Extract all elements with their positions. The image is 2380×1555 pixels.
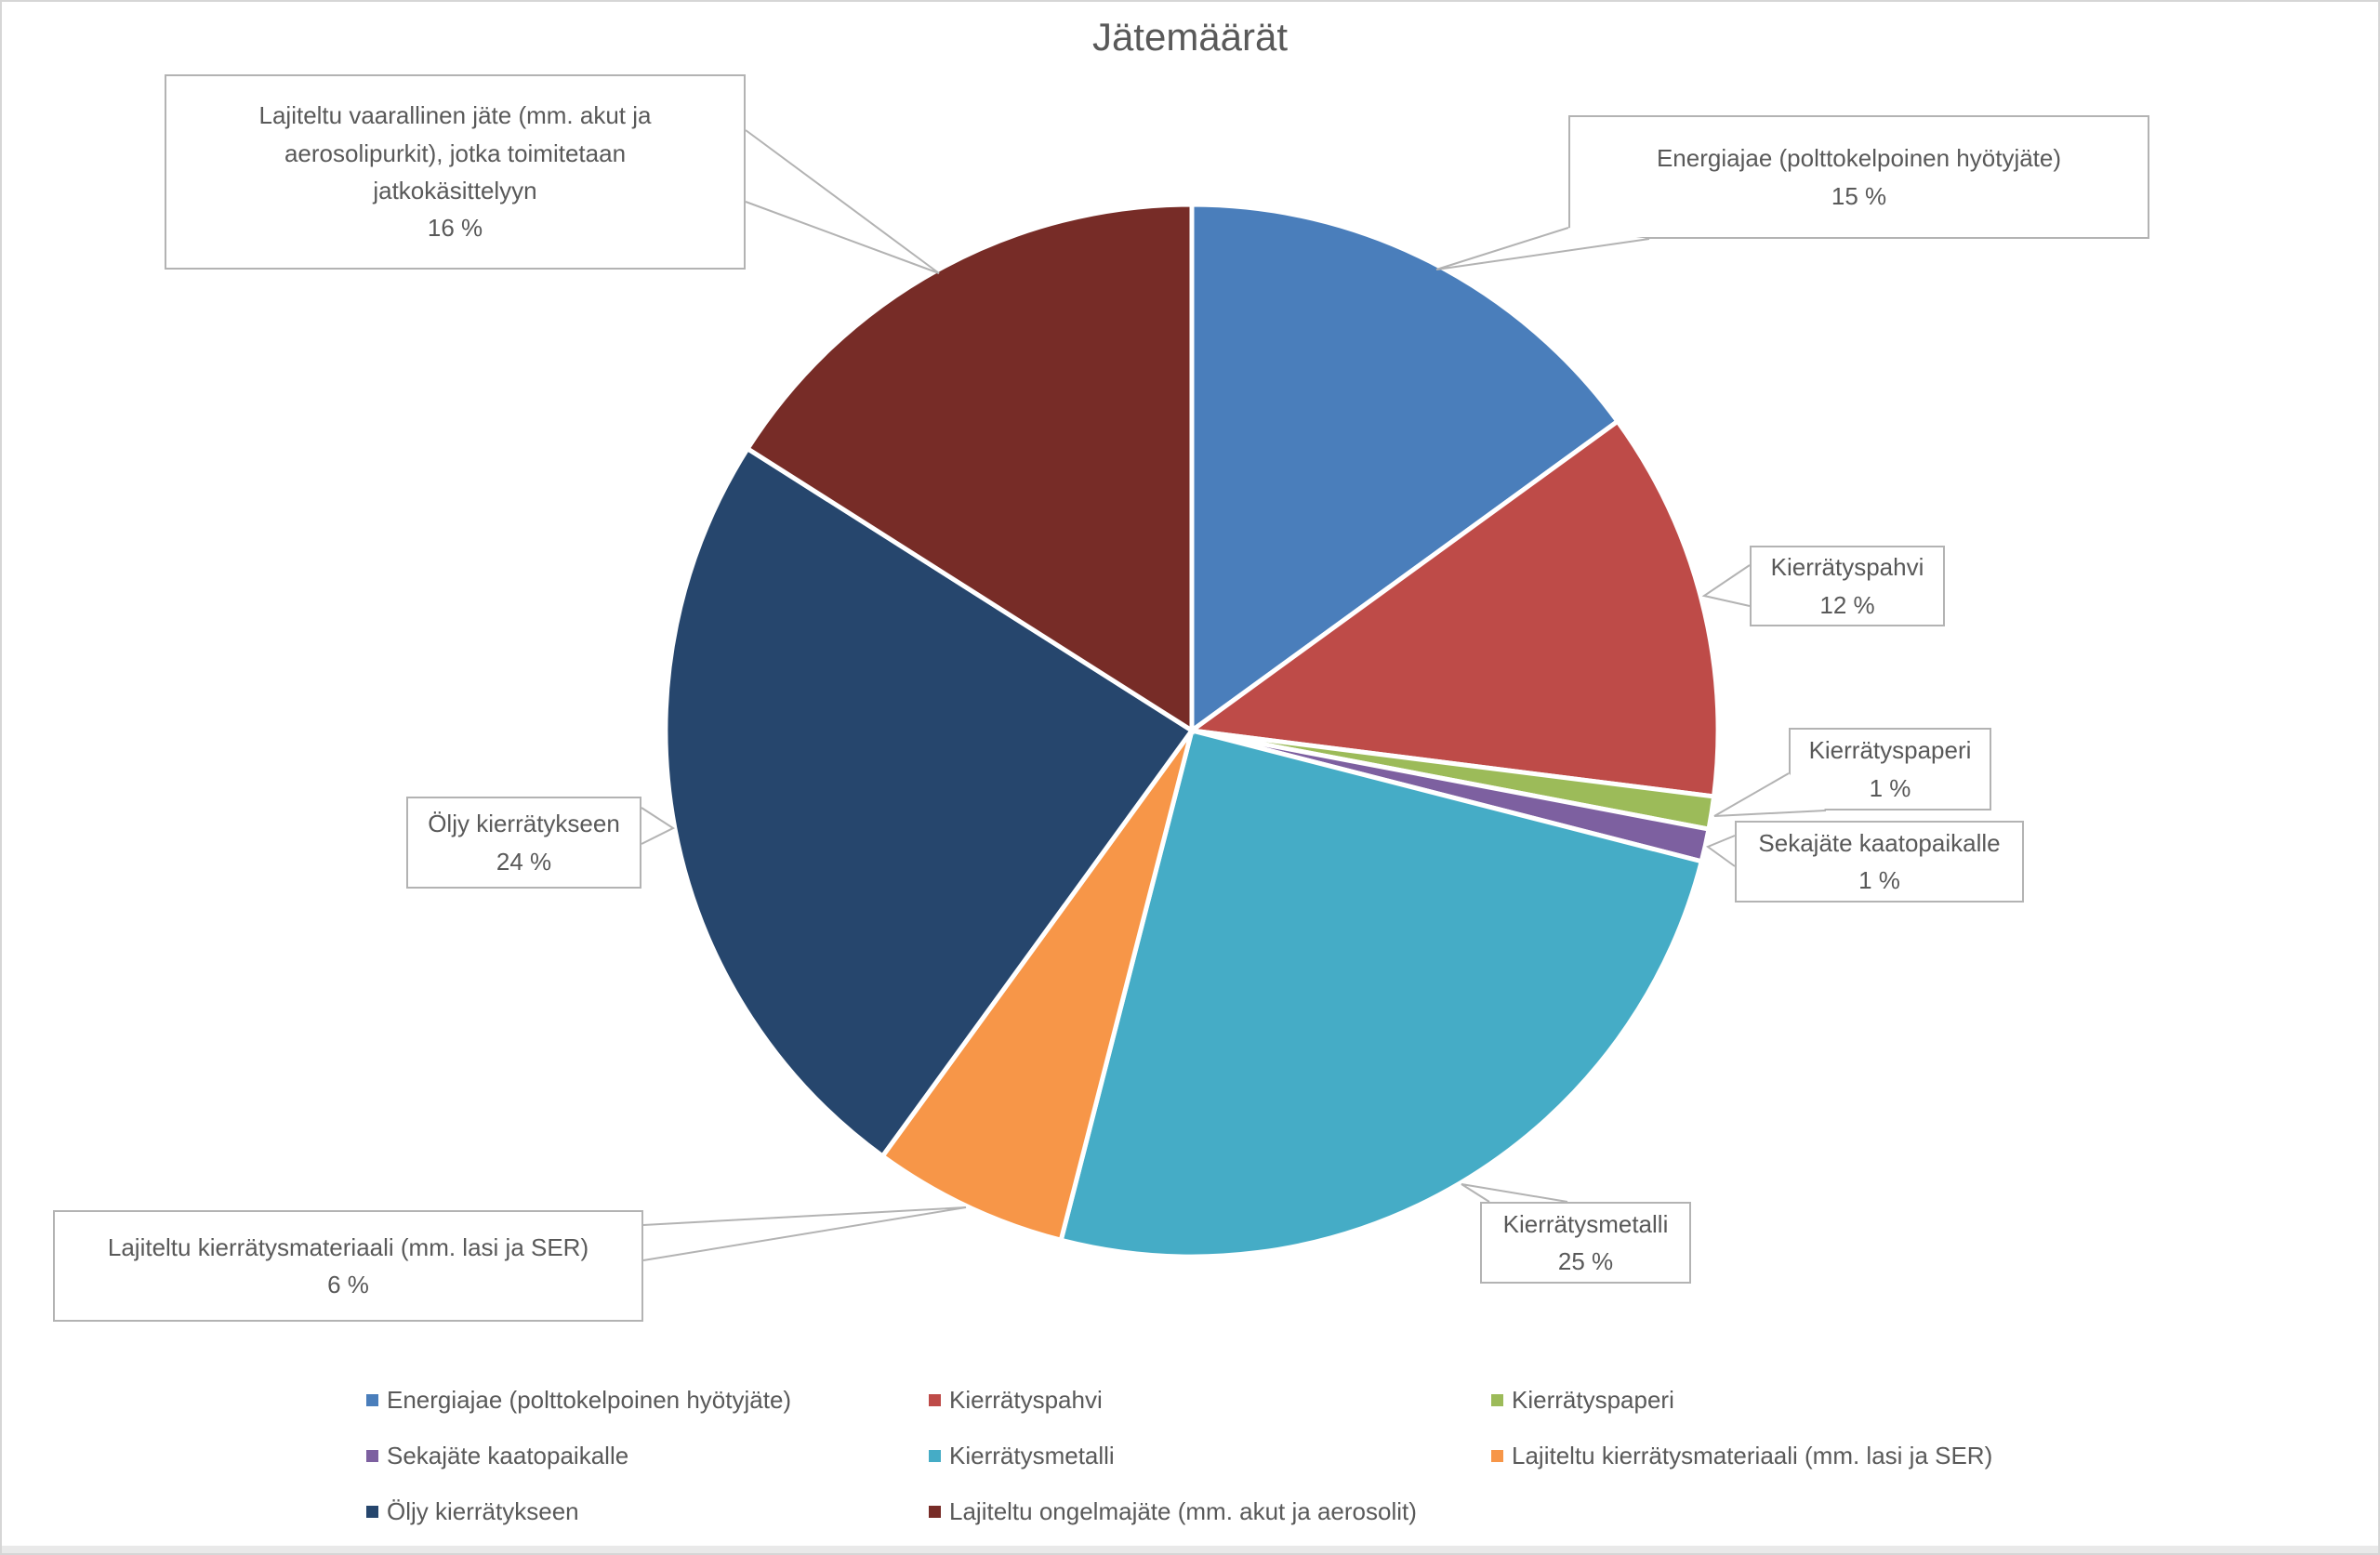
callout-value: 15 % [1831,181,1887,210]
pie-slice-ljy-kierr-tykseen[interactable] [663,445,1196,1160]
callout-ljy-kierr-tykseen[interactable]: Öljy kierrätykseen 24 % [406,797,641,889]
legend-label: Lajiteltu kierrätysmateriaali (mm. lasi … [1512,1441,1993,1469]
legend-color-swatch [1491,1449,1503,1462]
legend-label: Sekajäte kaatopaikalle [387,1441,629,1469]
chart-title: Jätemäärät [1091,15,1289,59]
callout-label-line: Lajiteltu kierrätysmateriaali (mm. lasi … [107,1232,589,1261]
legend-color-swatch [929,1393,941,1406]
callout-value: 24 % [496,847,552,876]
pie-slice-energiajae-polttokelpoinen-hy-tyj-te[interactable] [1189,202,1621,735]
pie-slice-kierr-tyspahvi[interactable] [1185,417,1721,799]
legend-label: Kierrätyspahvi [949,1385,1103,1414]
callout-lajiteltu-vaarallinen-j-te-mm-akut-ja[interactable]: Lajiteltu vaarallinen jäte (mm. akut ja a… [165,74,746,270]
legend-item-sekaj-te-kaatopaikalle[interactable]: Sekajäte kaatopaikalle [366,1439,628,1472]
legend-color-swatch [1491,1393,1503,1406]
bottom-edge-strip [2,1546,2378,1553]
pie-slice-lajiteltu-kierr-tysmateriaali-mm-lasi-ja-ser[interactable] [879,729,1195,1244]
callout-value: 25 % [1557,1247,1614,1275]
callout-value: 16 % [427,214,483,243]
callout-value: 6 % [327,1271,369,1298]
callout-label-line: Sekajäte kaatopaikalle [1758,828,2001,857]
callout-value: 12 % [1819,590,1875,619]
legend-label: Lajiteltu ongelmajäte (mm. akut ja aeros… [949,1496,1417,1525]
callout-kierr-tyspahvi[interactable]: Kierrätyspahvi 12 % [1750,546,1945,626]
pie-slice-kierr-tysmetalli[interactable] [1058,727,1705,1259]
callout-label-line: Öljy kierrätykseen [428,810,620,838]
callout-label-line: Energiajae (polttokelpoinen hyötyjäte) [1656,144,2062,173]
legend-label: Energiajae (polttokelpoinen hyötyjäte) [387,1385,792,1414]
legend-color-swatch [929,1505,941,1518]
callout-sekaj-te-kaatopaikalle[interactable]: Sekajäte kaatopaikalle 1 % [1735,821,2024,903]
callout-label-line: aerosolipurkit), jotka toimitetaan [284,138,627,167]
legend-item-lajiteltu-kierr-tysmateriaali-mm-lasi-ja-ser[interactable]: Lajiteltu kierrätysmateriaali (mm. lasi … [1491,1439,1992,1472]
callout-label-line: Kierrätysmetalli [1502,1209,1669,1238]
callout-label-line: Kierrätyspahvi [1770,553,1924,582]
legend-color-swatch [366,1449,378,1462]
callout-label-line: Kierrätyspaperi [1808,736,1972,765]
legend-item-energiajae-polttokelpoinen-hy-tyj-te[interactable]: Energiajae (polttokelpoinen hyötyjäte) [366,1383,791,1417]
callout-value: 1 % [1858,866,1900,894]
callout-lajiteltu-kierr-tysmateriaali-mm-lasi-ja-ser[interactable]: Lajiteltu kierrätysmateriaali (mm. lasi … [53,1210,643,1322]
callout-label-line: Lajiteltu vaarallinen jäte (mm. akut ja [258,101,652,130]
callout-label-line: jatkokäsittelyyn [373,177,537,204]
legend-item-kierr-tyspaperi[interactable]: Kierrätyspaperi [1491,1383,1674,1417]
callout-value: 1 % [1869,773,1911,802]
legend-color-swatch [929,1449,941,1462]
legend-label: Kierrätyspaperi [1512,1385,1674,1414]
legend-item-kierr-tysmetalli[interactable]: Kierrätysmetalli [929,1439,1115,1472]
legend-label: Öljy kierrätykseen [387,1496,579,1525]
callout-kierr-tysmetalli[interactable]: Kierrätysmetalli 25 % [1480,1202,1691,1284]
callout-energiajae-polttokelpoinen-hy-tyj-te[interactable]: Energiajae (polttokelpoinen hyötyjäte) 15… [1568,115,2149,239]
legend-label: Kierrätysmetalli [949,1441,1115,1469]
legend-color-swatch [366,1393,378,1406]
legend-color-swatch [366,1505,378,1518]
legend-item-kierr-tyspahvi[interactable]: Kierrätyspahvi [929,1383,1103,1417]
legend-item-ljy-kierr-tykseen[interactable]: Öljy kierrätykseen [366,1495,579,1528]
legend-item-lajiteltu-ongelmaj-te-mm-akut-ja-aerosolit[interactable]: Lajiteltu ongelmajäte (mm. akut ja aeros… [929,1495,1417,1528]
